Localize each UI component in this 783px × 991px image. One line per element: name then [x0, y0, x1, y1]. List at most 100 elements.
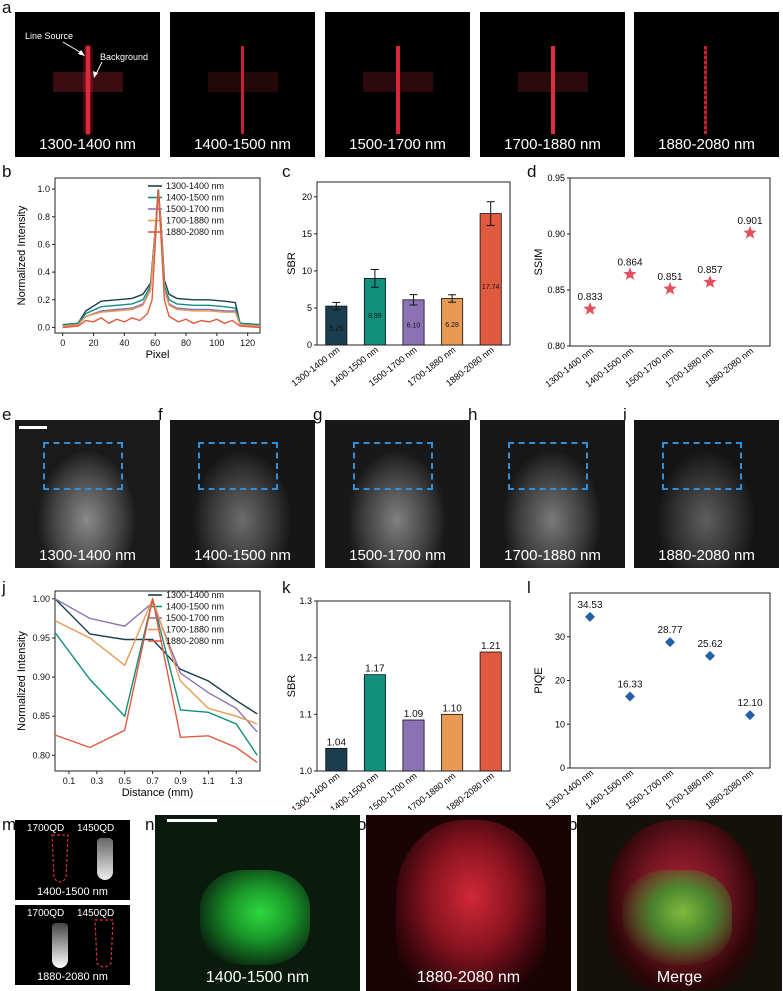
panel-letter-b: b — [2, 162, 12, 181]
data-point-star-1 — [583, 302, 597, 315]
roi-box — [662, 442, 742, 490]
bar-5 — [479, 213, 502, 346]
y-tick-label: 0 — [560, 763, 565, 773]
bar-value-label: 8.99 — [368, 313, 382, 320]
y-tick-label: 0.85 — [547, 285, 565, 295]
image-o-caption: 1880-2080 nm — [416, 969, 521, 986]
y-tick-label: 0.6 — [37, 239, 50, 249]
panel-letter-g: g — [313, 405, 323, 424]
data-point-diamond-4 — [705, 650, 715, 661]
range-caption: 1880-2080 nm — [658, 136, 755, 153]
bar-5 — [479, 651, 502, 772]
bar-2 — [363, 674, 386, 772]
legend-label: 1300-1400 nm — [166, 181, 224, 191]
line-source — [241, 46, 244, 134]
x-axis-label: Pixel — [146, 349, 170, 361]
data-point-diamond-2 — [625, 691, 635, 702]
bar-value-label: 1.21 — [481, 641, 501, 652]
point-value-label: 25.62 — [697, 639, 722, 650]
x-tick-label: 0.3 — [91, 776, 104, 786]
image-o-red: 1880-2080 nm — [366, 815, 571, 991]
x-tick-label: 0.5 — [118, 776, 131, 786]
y-tick-label: 1.3 — [299, 596, 312, 606]
y-tick-label: 0.90 — [547, 229, 565, 239]
plot-frame — [569, 177, 771, 347]
y-tick-label: 10 — [302, 266, 312, 276]
y-tick-label: 0.2 — [37, 295, 50, 305]
legend-label: 1300-1400 nm — [166, 590, 224, 600]
y-tick-label: 10 — [555, 719, 565, 729]
range-caption: 1700-1880 nm — [504, 136, 601, 153]
bar-value-label: 1.09 — [404, 709, 424, 720]
legend-label: 1700-1880 nm — [166, 625, 224, 635]
point-value-label: 0.857 — [697, 265, 722, 276]
point-value-label: 0.901 — [737, 216, 762, 227]
point-value-label: 0.851 — [657, 272, 682, 283]
x-tick-label: 0 — [60, 338, 65, 348]
panel-letter-k: k — [282, 578, 291, 597]
vial-outline — [51, 834, 69, 883]
x-tick-label: 40 — [119, 338, 129, 348]
scale-bar — [19, 426, 47, 429]
range-caption: 1300-1400 nm — [39, 136, 136, 153]
plot-frame — [54, 590, 261, 772]
bar-value-label: 6.10 — [407, 323, 421, 330]
series-line-3 — [62, 191, 261, 327]
x-tick-label: 120 — [240, 338, 255, 348]
x-tick-label: 0.1 — [63, 776, 76, 786]
data-point-diamond-3 — [665, 637, 675, 648]
panel-letter-e: e — [2, 405, 12, 424]
panel-letter-p: p — [568, 815, 578, 834]
x-tick-label: 100 — [209, 338, 224, 348]
green-vessels — [622, 870, 732, 965]
data-point-star-5 — [743, 225, 757, 239]
range-caption: 1700-1880 nm — [504, 547, 601, 564]
y-axis-label: PIQE — [533, 667, 545, 693]
y-tick-label: 0.0 — [37, 322, 50, 332]
x-tick-label: 20 — [89, 338, 99, 348]
panel-letter-h: h — [468, 405, 478, 424]
bar-3 — [402, 719, 425, 772]
plot-frame — [569, 592, 771, 769]
y-tick-label: 0.8 — [37, 212, 50, 222]
range-caption: 1400-1500 nm — [194, 136, 291, 153]
plot-frame — [54, 177, 261, 334]
qd-label-1450: 1450QD — [77, 908, 115, 919]
y-tick-label: 20 — [302, 192, 312, 202]
range-caption: 1300-1400 nm — [39, 547, 136, 564]
image-p-merge: Merge — [577, 815, 782, 991]
line-source — [86, 46, 90, 134]
series-line-4 — [62, 190, 261, 327]
scale-bar — [167, 819, 217, 822]
qd-label-1700: 1700QD — [27, 908, 65, 919]
bar-value-label: 17.74 — [482, 284, 500, 291]
series-line-5 — [62, 189, 261, 329]
y-tick-label: 0.80 — [32, 750, 50, 760]
legend-label: 1700-1880 nm — [166, 216, 224, 226]
roi-box — [198, 442, 278, 490]
panel-letter-f: f — [158, 405, 163, 424]
image-p-caption: Merge — [656, 969, 703, 986]
x-tick-label: 0.9 — [174, 776, 187, 786]
y-tick-label: 0.85 — [32, 711, 50, 721]
panel-letter-n: n — [145, 815, 155, 834]
bar-value-label: 1.04 — [327, 737, 347, 748]
mouse-image-e: 1300-1400 nm — [15, 420, 160, 568]
x-tick-label: 0.7 — [146, 776, 159, 786]
roi-box — [353, 442, 433, 490]
data-point-diamond-5 — [745, 710, 755, 721]
range-caption: 1880-2080 nm — [658, 547, 755, 564]
y-tick-label: 1.0 — [37, 184, 50, 194]
bar-value-label: 1.17 — [365, 664, 385, 675]
chart-b-line-profile: 0 20 40 60 80 100 120 0.0 0.2 0.4 0.6 0.8 1.0 Pixel No… — [16, 177, 261, 361]
y-tick-label: 0 — [307, 340, 312, 350]
qd-label-1700: 1700QD — [27, 823, 65, 834]
linesource-image-2: 1400-1500 nm — [170, 12, 315, 157]
y-tick-label: 20 — [555, 676, 565, 686]
y-tick-label: 1.2 — [299, 653, 312, 663]
vial-caption: 1880-2080 nm — [37, 971, 108, 983]
data-point-star-2 — [623, 267, 637, 280]
panel-letter-d: d — [527, 162, 537, 181]
